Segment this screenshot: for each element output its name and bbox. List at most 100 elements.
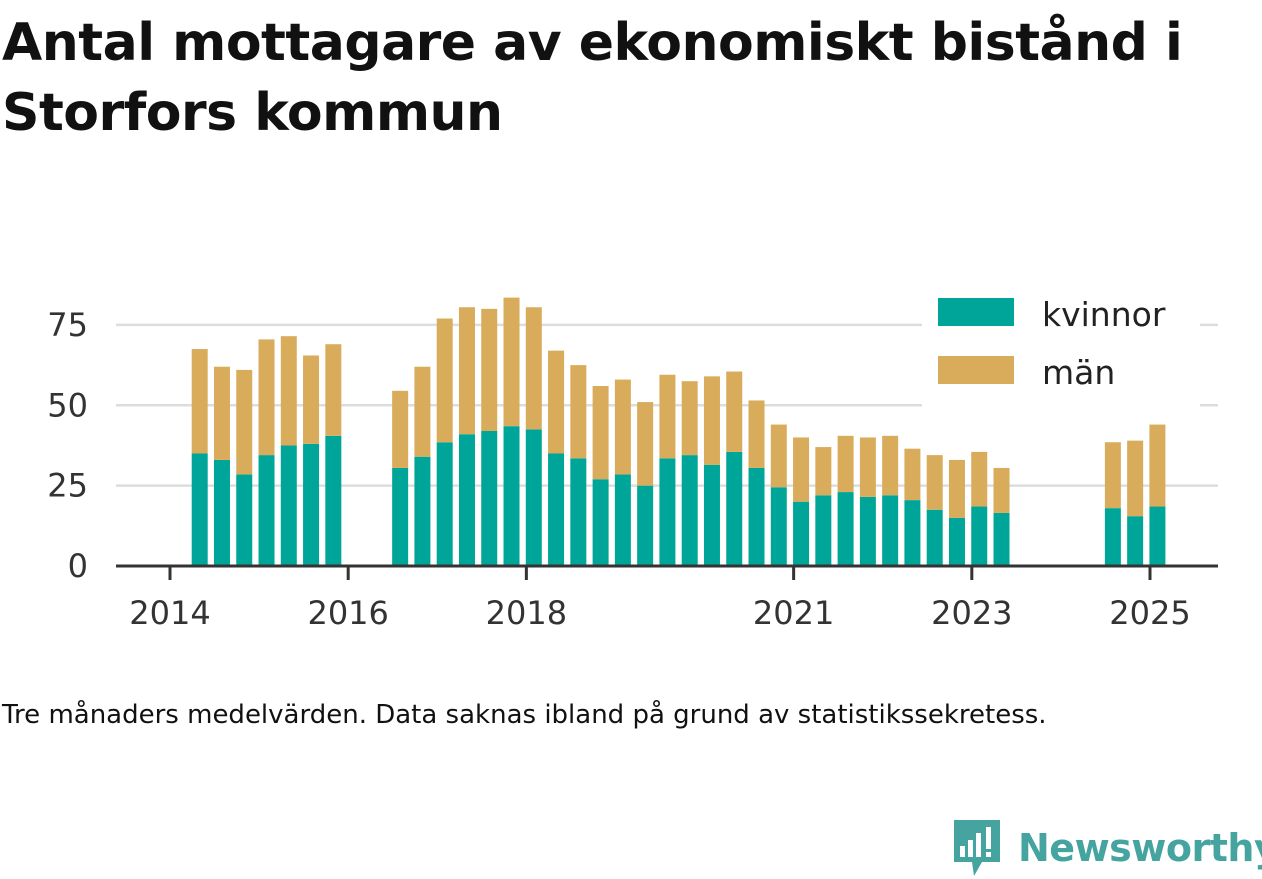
bar-man-2022-01 — [882, 435, 899, 496]
bar-kvinnor-2025-01 — [1149, 506, 1166, 566]
bar-kvinnor-2023-04 — [993, 512, 1010, 566]
bar-kvinnor-2024-07 — [1104, 508, 1121, 566]
bar-kvinnor-2018-10 — [592, 479, 609, 566]
bar-kvinnor-2019-04 — [637, 485, 654, 566]
bar-kvinnor-2021-07 — [837, 492, 854, 566]
bar-kvinnor-2020-10 — [770, 487, 787, 566]
bar-man-2018-10 — [592, 386, 609, 480]
stacked-bar-chart: 0 25 50 75 kvinnor män 2014 2016 2018 2021 2023… — [47, 288, 1218, 632]
bar-man-2021-04 — [815, 447, 832, 496]
bar-man-2017-01 — [436, 318, 453, 443]
y-axis-ticks: 0 25 50 75 — [47, 306, 88, 585]
bar-kvinnor-2020-07 — [748, 467, 765, 566]
bar-kvinnor-2019-01 — [614, 474, 631, 566]
legend: kvinnor män — [922, 288, 1200, 408]
bar-kvinnor-2018-04 — [548, 453, 565, 566]
bar-kvinnor-2017-04 — [458, 434, 475, 566]
y-tick-label: 75 — [47, 306, 88, 344]
bar-kvinnor-2022-07 — [926, 509, 943, 566]
bar-man-2019-01 — [614, 379, 631, 475]
bar-man-2021-10 — [859, 437, 876, 497]
bar-man-2021-01 — [793, 437, 810, 502]
x-tick-label: 2016 — [307, 594, 388, 632]
bar-kvinnor-2017-10 — [503, 426, 520, 566]
bar-kvinnor-2022-01 — [882, 495, 899, 566]
bar-kvinnor-2018-01 — [525, 429, 542, 566]
bar-kvinnor-2020-04 — [726, 451, 743, 566]
bar-kvinnor-2021-01 — [793, 501, 810, 566]
bar-man-2019-07 — [659, 374, 676, 459]
bar-man-2017-04 — [458, 307, 475, 435]
bar-kvinnor-2014-04 — [191, 453, 208, 566]
bar-man-2024-10 — [1127, 440, 1144, 517]
bar-kvinnor-2014-10 — [236, 474, 253, 566]
bar-kvinnor-2020-01 — [703, 464, 720, 566]
bar-kvinnor-2022-04 — [904, 500, 921, 566]
x-tick-label: 2023 — [931, 594, 1012, 632]
bar-man-2020-10 — [770, 424, 787, 488]
bar-kvinnor-2016-10 — [414, 456, 431, 566]
bar-man-2014-07 — [213, 366, 230, 460]
bar-man-2017-07 — [481, 308, 498, 431]
bars — [191, 297, 1166, 566]
bar-kvinnor-2015-04 — [280, 445, 297, 566]
x-axis-ticks: 2014 2016 2018 2021 2023 2025 — [129, 566, 1191, 632]
bar-man-2014-04 — [191, 349, 208, 454]
bar-man-2015-04 — [280, 336, 297, 446]
bar-man-2025-01 — [1149, 424, 1166, 507]
bar-kvinnor-2021-04 — [815, 495, 832, 566]
bar-man-2022-07 — [926, 455, 943, 510]
bar-man-2019-10 — [681, 381, 698, 456]
bar-man-2020-04 — [726, 371, 743, 452]
bar-kvinnor-2023-01 — [971, 506, 988, 566]
bar-kvinnor-2015-10 — [325, 435, 342, 566]
y-tick-label: 25 — [47, 467, 88, 505]
bar-kvinnor-2021-10 — [859, 496, 876, 566]
chart-caption: Tre månaders medelvärden. Data saknas ib… — [2, 700, 1047, 730]
bar-man-2020-01 — [703, 376, 720, 465]
bar-man-2015-01 — [258, 339, 275, 456]
bar-kvinnor-2014-07 — [213, 459, 230, 566]
bar-man-2023-01 — [971, 451, 988, 507]
bar-chart-speech-bubble-icon — [954, 820, 1000, 876]
bar-man-2018-04 — [548, 350, 565, 454]
y-tick-label: 50 — [47, 386, 88, 424]
bar-man-2015-10 — [325, 344, 342, 436]
y-tick-label: 0 — [68, 547, 88, 585]
bar-kvinnor-2017-01 — [436, 442, 453, 566]
bar-man-2020-07 — [748, 400, 765, 468]
bar-man-2021-07 — [837, 435, 854, 493]
bar-kvinnor-2022-10 — [948, 517, 965, 566]
bar-kvinnor-2019-07 — [659, 458, 676, 566]
legend-swatch-kvinnor — [938, 298, 1014, 326]
bar-man-2018-01 — [525, 307, 542, 430]
bar-kvinnor-2017-07 — [481, 431, 498, 566]
bar-kvinnor-2015-01 — [258, 455, 275, 566]
brand-name: Newsworthy — [1018, 826, 1262, 870]
x-tick-label: 2018 — [486, 594, 567, 632]
legend-label-man: män — [1042, 353, 1115, 392]
bar-kvinnor-2024-10 — [1127, 516, 1144, 566]
chart-title: Antal mottagare av ekonomiskt bistånd i … — [2, 13, 1183, 143]
bar-kvinnor-2019-10 — [681, 455, 698, 566]
x-tick-label: 2021 — [753, 594, 834, 632]
bar-man-2019-04 — [637, 402, 654, 486]
bar-kvinnor-2016-07 — [392, 467, 409, 566]
bar-man-2023-04 — [993, 467, 1010, 513]
x-tick-label: 2014 — [129, 594, 210, 632]
bar-man-2017-10 — [503, 297, 520, 427]
bar-kvinnor-2015-07 — [303, 443, 320, 566]
bar-man-2014-10 — [236, 369, 253, 475]
bar-man-2016-10 — [414, 366, 431, 457]
x-tick-label: 2025 — [1109, 594, 1190, 632]
bar-kvinnor-2018-07 — [570, 458, 587, 566]
bar-man-2024-07 — [1104, 442, 1121, 509]
legend-swatch-man — [938, 356, 1014, 384]
legend-label-kvinnor: kvinnor — [1042, 295, 1166, 334]
bar-man-2016-07 — [392, 390, 409, 468]
bar-man-2022-10 — [948, 459, 965, 518]
bar-man-2015-07 — [303, 355, 320, 444]
bar-man-2018-07 — [570, 365, 587, 459]
brand-logo: Newsworthy — [952, 818, 1262, 878]
bar-man-2022-04 — [904, 448, 921, 501]
